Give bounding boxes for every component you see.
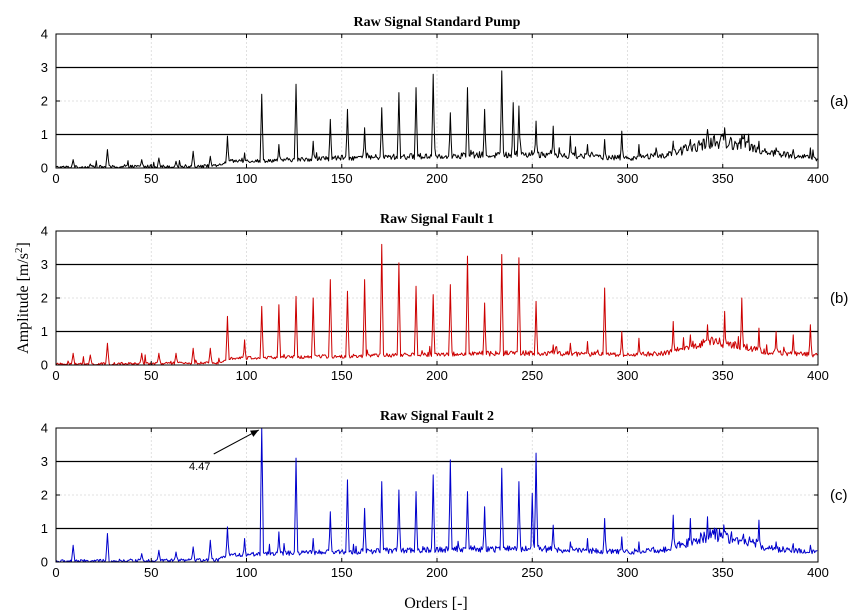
y-tick-label: 2 [41, 94, 48, 109]
y-tick-label: 1 [41, 324, 48, 339]
x-tick-label: 200 [426, 171, 448, 186]
annotation-arrow [213, 429, 259, 455]
x-tick-label: 400 [807, 171, 829, 186]
y-tick-label: 1 [41, 521, 48, 536]
y-tick-label: 3 [41, 60, 48, 75]
y-tick-label: 4 [41, 224, 48, 239]
chart-title: Raw Signal Fault 2 [380, 409, 494, 424]
x-tick-label: 100 [236, 171, 258, 186]
annotation-arrowhead [250, 430, 259, 437]
panel-label: (b) [830, 290, 848, 307]
x-tick-label: 400 [807, 368, 829, 383]
y-tick-label: 1 [41, 127, 48, 142]
chart-panel-1: Raw Signal Standard Pump 0 50 100 150 200 250 3… [41, 15, 849, 186]
x-tick-label: 200 [426, 368, 448, 383]
x-tick-label: 250 [521, 565, 543, 580]
svg-text:Amplitude [m/s2]: Amplitude [m/s2] [13, 242, 32, 354]
x-tick-label: 300 [617, 171, 639, 186]
x-tick-label: 0 [52, 171, 59, 186]
xlabel: Orders [-] [404, 595, 468, 612]
x-tick-label: 100 [236, 368, 258, 383]
x-tick-label: 50 [144, 565, 158, 580]
x-tick-label: 300 [617, 565, 639, 580]
signal-line [55, 243, 818, 366]
y-tick-label: 4 [41, 421, 48, 436]
y-tick-label: 0 [41, 161, 48, 176]
x-tick-label: 150 [331, 565, 353, 580]
annotation-label: 4.47 [189, 461, 210, 473]
x-tick-label: 0 [52, 368, 59, 383]
x-tick-label: 350 [712, 368, 734, 383]
signal-line [55, 427, 818, 563]
x-tick-label: 50 [144, 171, 158, 186]
chart-panel-2: Raw Signal Fault 1 0 50 100 150 200 250 300 350 4… [41, 212, 849, 383]
ylabel-text: Amplitude [m/s [15, 253, 32, 354]
chart-panel-3: Raw Signal Fault 2 0 50 100 150 200 250 300 350 4… [41, 409, 848, 580]
x-tick-label: 400 [807, 565, 829, 580]
ylabel-superscript: 2 [13, 247, 25, 253]
y-tick-label: 4 [41, 27, 48, 42]
y-tick-label: 3 [41, 454, 48, 469]
x-tick-label: 300 [617, 368, 639, 383]
y-tick-label: 2 [41, 291, 48, 306]
ylabel: Amplitude [m/s2] [13, 242, 32, 354]
y-tick-label: 3 [41, 257, 48, 272]
y-tick-label: 2 [41, 488, 48, 503]
x-tick-label: 250 [521, 368, 543, 383]
x-tick-label: 50 [144, 368, 158, 383]
x-tick-label: 200 [426, 565, 448, 580]
x-tick-label: 250 [521, 171, 543, 186]
y-tick-label: 0 [41, 358, 48, 373]
x-tick-label: 150 [331, 171, 353, 186]
x-tick-label: 100 [236, 565, 258, 580]
x-tick-label: 350 [712, 171, 734, 186]
ylabel-end: ] [15, 242, 32, 247]
panel-label: (c) [830, 487, 848, 504]
signal-line [55, 70, 818, 169]
chart-title: Raw Signal Standard Pump [354, 15, 521, 30]
x-tick-label: 150 [331, 368, 353, 383]
chart-title: Raw Signal Fault 1 [380, 212, 494, 227]
x-tick-label: 0 [52, 565, 59, 580]
panel-label: (a) [830, 93, 848, 110]
x-tick-label: 350 [712, 565, 734, 580]
y-tick-label: 0 [41, 555, 48, 570]
